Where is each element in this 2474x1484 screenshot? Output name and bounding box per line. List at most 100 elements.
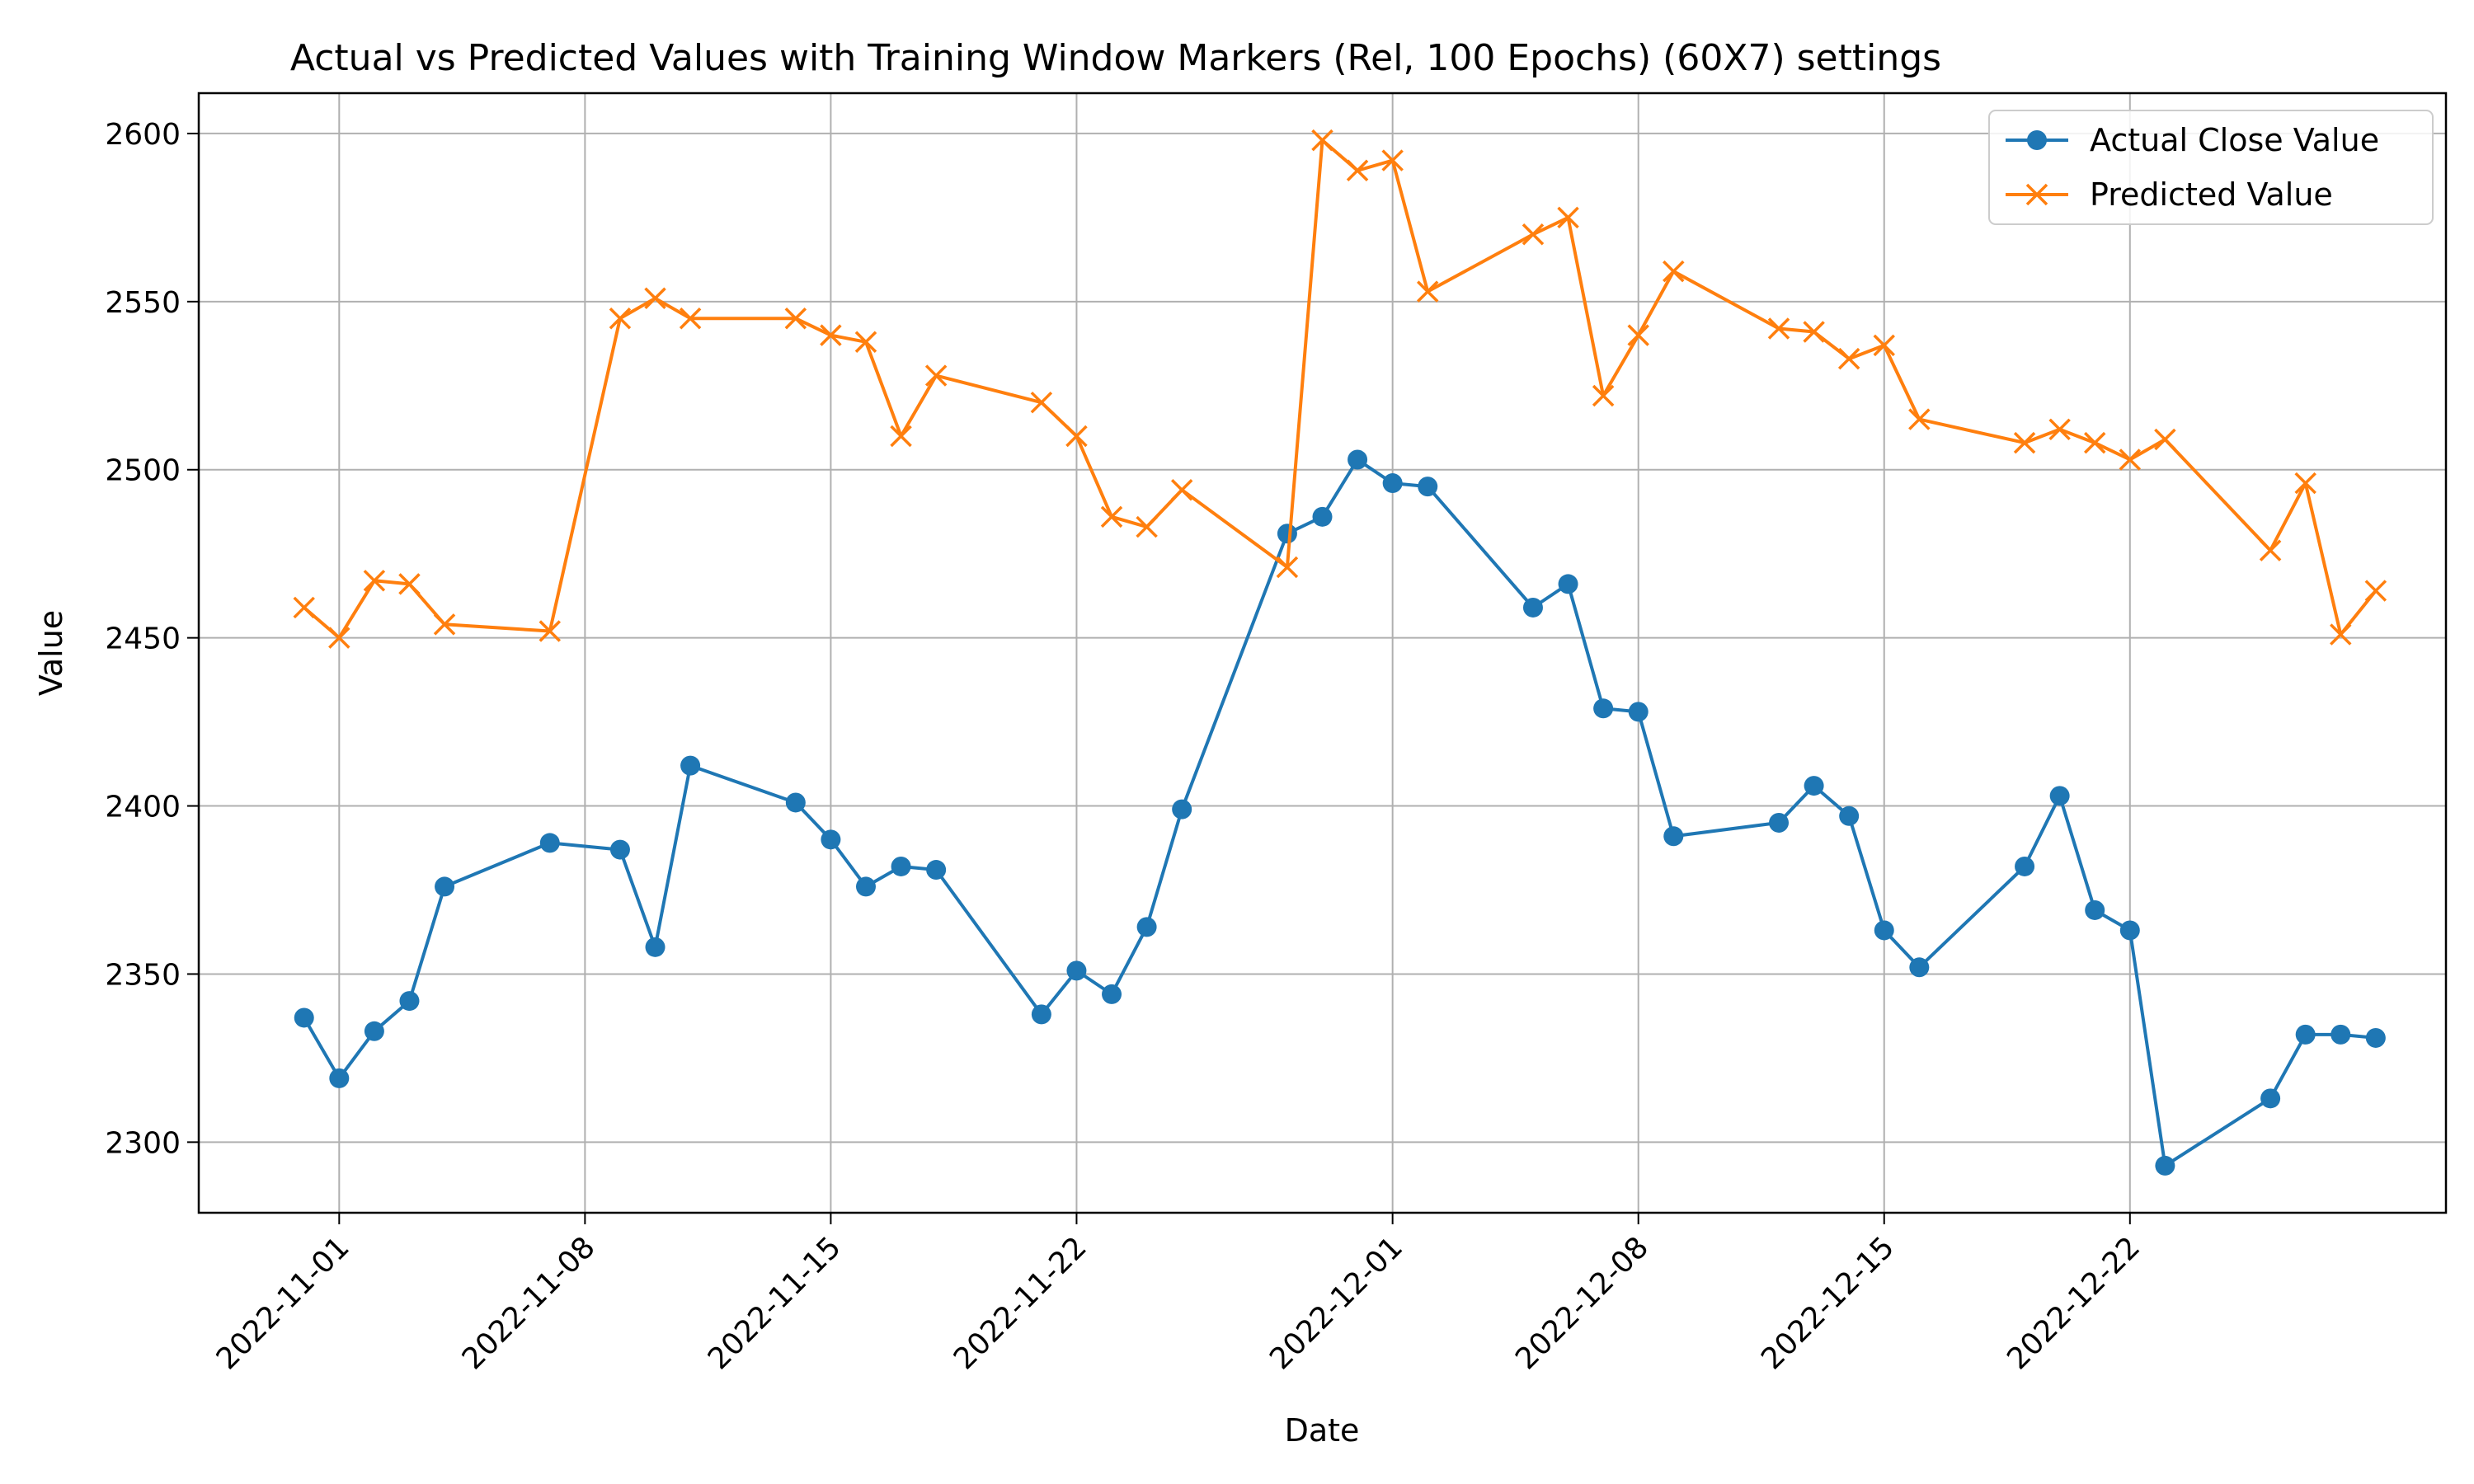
data-point (1381, 149, 1404, 171)
data-point (680, 755, 701, 776)
y-tick-label: 2400 (105, 791, 181, 824)
legend-box (1988, 110, 2434, 225)
data-point (1628, 702, 1649, 722)
data-point (1312, 506, 1333, 527)
y-axis: 2300 2350 2400 2450 2500 2550 2600 (105, 118, 199, 1160)
legend-marker (2027, 130, 2047, 150)
data-point (926, 860, 947, 881)
data-point (1311, 129, 1333, 152)
data-point (1592, 384, 1615, 407)
data-point (854, 331, 877, 354)
y-tick-label: 2300 (105, 1126, 181, 1160)
data-point (1276, 556, 1299, 579)
data-point (2365, 1027, 2386, 1048)
data-point (364, 1021, 384, 1041)
x-axis-label: Date (1285, 1412, 1360, 1449)
data-point (2330, 623, 2352, 646)
legend-marker (2025, 183, 2048, 206)
data-point (1416, 280, 1439, 303)
data-point (1909, 957, 1930, 978)
series-1 (294, 449, 2386, 1176)
data-point (1558, 574, 1578, 594)
chart-title: Actual vs Predicted Values with Training… (290, 37, 1941, 79)
plot-frame (197, 92, 2448, 1214)
data-point (1663, 826, 1684, 847)
y-tick-label: 2450 (105, 622, 181, 656)
data-point (2049, 786, 2070, 806)
data-point (1627, 324, 1649, 346)
data-point (294, 1007, 314, 1028)
data-point (645, 937, 666, 957)
legend-entry: Actual Close Value (2006, 122, 2379, 158)
data-point (609, 307, 632, 330)
legend-label: Predicted Value (2090, 176, 2333, 213)
data-point (1382, 473, 1403, 494)
data-point (2048, 418, 2071, 441)
data-point (2260, 1088, 2281, 1109)
legend: Actual Close Value Predicted Value (1988, 110, 2434, 225)
data-point (398, 573, 421, 595)
data-point (1593, 698, 1614, 719)
y-tick-label: 2350 (105, 958, 181, 992)
data-point (785, 792, 806, 813)
data-point (1522, 597, 1543, 618)
data-point (2259, 539, 2282, 561)
y-axis-label: Value (33, 610, 69, 696)
data-point (1065, 425, 1088, 448)
data-point (1557, 206, 1579, 229)
data-point (2119, 920, 2140, 941)
data-point (1030, 391, 1053, 414)
data-point (609, 839, 630, 860)
data-point (644, 287, 666, 310)
data-point (1839, 805, 1860, 826)
data-point (293, 596, 315, 619)
data-point (1136, 515, 1158, 538)
data-point (891, 856, 911, 876)
data-point (924, 364, 948, 387)
data-point (1767, 317, 1790, 340)
data-point (2015, 856, 2035, 876)
data-point (1172, 799, 1192, 819)
y-tick-label: 2600 (105, 118, 181, 152)
data-point (539, 620, 562, 642)
data-point (1100, 505, 1123, 528)
data-point (363, 570, 386, 592)
data-point (1803, 321, 1825, 343)
data-point (1066, 960, 1087, 981)
data-point (1277, 524, 1297, 544)
data-point (2364, 580, 2387, 602)
data-point (1873, 334, 1895, 357)
data-point (855, 876, 876, 897)
data-point (1874, 920, 1894, 941)
data-point (1804, 776, 1824, 796)
data-point (820, 324, 842, 346)
series-2 (293, 129, 2387, 649)
data-point (2155, 1155, 2175, 1176)
data-point (435, 876, 455, 897)
data-point (2294, 472, 2316, 495)
data-point (2331, 1024, 2351, 1045)
data-point (784, 307, 807, 330)
data-point (1769, 812, 1790, 833)
data-point (890, 425, 912, 448)
data-point (1136, 917, 1157, 937)
data-point (1102, 984, 1122, 1004)
data-point (2083, 431, 2106, 454)
data-point (2295, 1024, 2316, 1045)
data-point (821, 829, 841, 850)
data-point (539, 833, 560, 853)
data-point (1348, 449, 1368, 470)
data-point (2119, 448, 2142, 471)
legend-label: Actual Close Value (2090, 122, 2379, 158)
legend-entry: Predicted Value (2006, 176, 2333, 213)
data-point (679, 307, 702, 330)
data-point (2085, 899, 2105, 920)
data-point (1663, 260, 1685, 283)
data-point (1908, 408, 1931, 430)
y-tick-label: 2500 (105, 454, 181, 488)
data-point (1346, 159, 1369, 182)
data-point (1522, 223, 1545, 246)
data-point (1837, 347, 1860, 370)
data-point (1170, 478, 1193, 501)
